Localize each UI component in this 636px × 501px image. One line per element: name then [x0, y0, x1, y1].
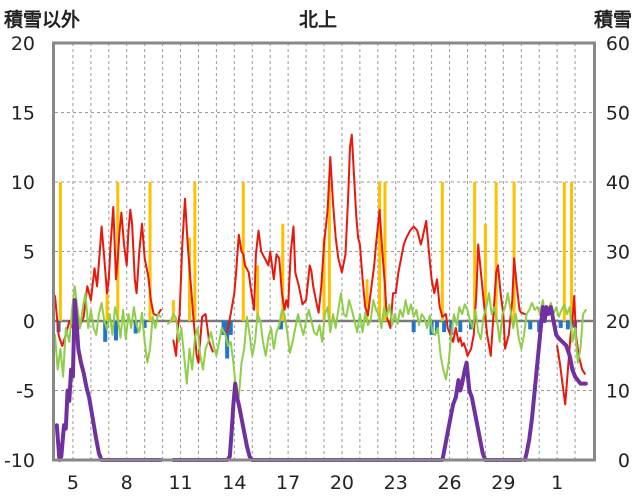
precip-bar	[562, 182, 566, 321]
precip-bar	[473, 182, 477, 321]
precip-bar	[483, 223, 487, 321]
negative-bar	[565, 321, 570, 330]
negative-bar	[434, 321, 439, 334]
right-tick-label: 50	[606, 103, 630, 125]
left-tick-label: 20	[11, 33, 35, 55]
precip-bar	[148, 182, 152, 321]
negative-bar	[278, 321, 283, 330]
x-tick-label: 29	[491, 472, 515, 494]
negative-bar	[221, 321, 226, 335]
precip-bar	[383, 182, 387, 321]
negative-bar	[442, 321, 447, 333]
precip-bar	[105, 279, 109, 321]
left-tick-label: -10	[4, 450, 35, 472]
left-tick-label: 0	[23, 311, 35, 333]
right-axis-label: 積雪	[594, 8, 632, 31]
right-tick-label: 60	[606, 33, 630, 55]
series-line-3	[522, 305, 588, 462]
precip-bar	[281, 223, 285, 321]
x-tick-label: 26	[437, 472, 461, 494]
precip-bar	[193, 182, 197, 321]
right-tick-label: 10	[606, 381, 630, 403]
left-tick-label: 15	[11, 103, 35, 125]
x-tick-label: 20	[330, 472, 354, 494]
left-axis-label: 積雪以外	[4, 8, 80, 31]
x-tick-label: 1	[551, 472, 563, 494]
series-line-1	[172, 197, 214, 364]
x-tick-label: 14	[222, 472, 246, 494]
negative-bar	[411, 321, 416, 333]
precip-bar	[512, 182, 516, 321]
negative-bar	[528, 321, 533, 330]
series-line-3	[54, 298, 163, 462]
precip-bar	[58, 182, 62, 321]
left-tick-label: 5	[23, 242, 35, 264]
right-tick-label: 20	[606, 311, 630, 333]
precip-bar	[256, 265, 260, 321]
left-tick-label: -5	[16, 381, 35, 403]
right-tick-label: 30	[606, 242, 630, 264]
precip-bar	[241, 182, 245, 321]
x-tick-label: 11	[168, 472, 192, 494]
right-tick-label: 40	[606, 172, 630, 194]
chart-title: 北上	[299, 9, 337, 31]
precip-bar	[171, 300, 175, 321]
precip-bar	[327, 182, 331, 321]
lines	[54, 133, 588, 462]
negative-bar	[458, 321, 463, 333]
x-tick-label: 5	[67, 472, 79, 494]
x-tick-label: 8	[121, 472, 133, 494]
precip-bar	[322, 237, 326, 321]
precip-bar	[569, 182, 573, 321]
precip-bar	[365, 279, 369, 321]
precip-bar	[494, 182, 498, 321]
left-tick-label: 10	[11, 172, 35, 194]
series-line-3	[171, 360, 524, 462]
x-tick-label: 23	[384, 472, 408, 494]
x-tick-label: 17	[276, 472, 300, 494]
negative-bar	[133, 321, 138, 334]
negative-bar	[113, 321, 118, 341]
precip-bar	[378, 182, 382, 321]
precip-bar	[440, 182, 444, 321]
negative-bar	[558, 321, 563, 328]
right-tick-label: 0	[618, 450, 630, 472]
negative-bar	[142, 321, 147, 328]
plot-frame	[52, 41, 596, 462]
negative-bar	[103, 321, 108, 342]
series-line-2	[54, 285, 162, 378]
negative-bar	[228, 321, 233, 335]
